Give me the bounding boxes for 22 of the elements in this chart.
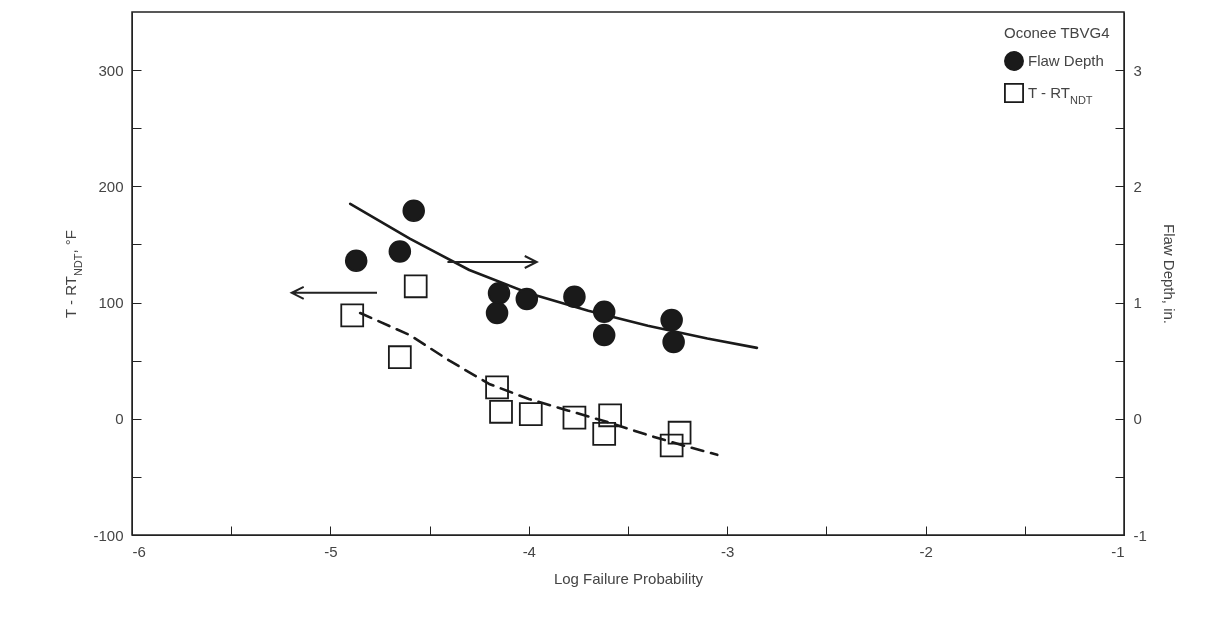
- x-tick-label: -1: [1111, 542, 1125, 560]
- y-tick-label: 200: [98, 177, 124, 195]
- legend-label: T - RT$_{NDT}$: [1028, 84, 1093, 106]
- y2-tick-label: -1: [1133, 526, 1147, 544]
- y2-axis-title: Flaw Depth, in.: [1160, 223, 1178, 325]
- y2-tick-label: 1: [1133, 294, 1142, 312]
- y-tick-label: -100: [93, 526, 124, 544]
- x-tick-label: -2: [919, 542, 933, 560]
- line-series: [348, 202, 759, 350]
- x-tick-label: -4: [522, 542, 536, 560]
- x-tick-label: -5: [324, 542, 338, 560]
- y-tick-label: 0: [115, 410, 124, 428]
- x-axis-title: Log Failure Probability: [553, 569, 704, 587]
- y-tick-label: 100: [98, 294, 124, 312]
- y2-tick-label: 3: [1133, 61, 1142, 79]
- y2-tick-label: 2: [1133, 177, 1142, 195]
- y2-tick-label: 0: [1133, 410, 1142, 428]
- x-tick-label: -6: [132, 542, 146, 560]
- legend-title: Oconee TBVG4: [1004, 24, 1110, 41]
- y-tick-label: 300: [98, 61, 124, 79]
- x-tick-label: -3: [721, 542, 735, 560]
- legend-label: Flaw Depth: [1028, 52, 1104, 69]
